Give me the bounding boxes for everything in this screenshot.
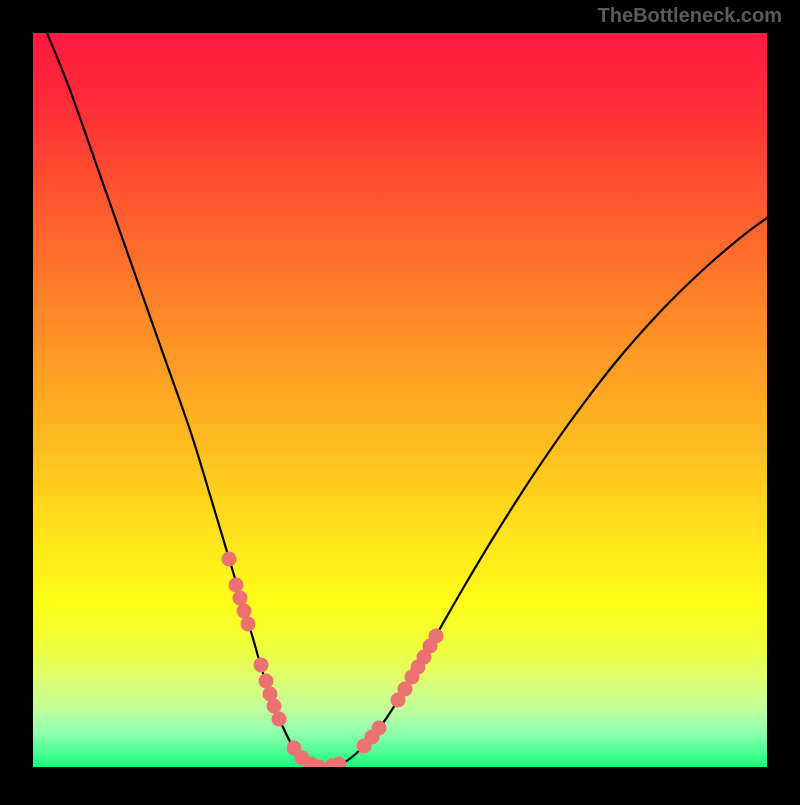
gradient-background — [33, 33, 767, 767]
data-point — [229, 578, 244, 593]
data-point — [332, 757, 347, 772]
data-point — [272, 712, 287, 727]
data-point — [372, 721, 387, 736]
data-point — [259, 674, 274, 689]
bottleneck-chart — [0, 0, 800, 800]
data-point — [429, 629, 444, 644]
watermark-text: TheBottleneck.com — [598, 5, 782, 28]
data-point — [267, 699, 282, 714]
data-point — [312, 760, 327, 775]
data-point — [222, 552, 237, 567]
data-point — [237, 604, 252, 619]
data-point — [233, 591, 248, 606]
data-point — [241, 617, 256, 632]
chart-svg — [0, 0, 800, 800]
data-point — [254, 658, 269, 673]
